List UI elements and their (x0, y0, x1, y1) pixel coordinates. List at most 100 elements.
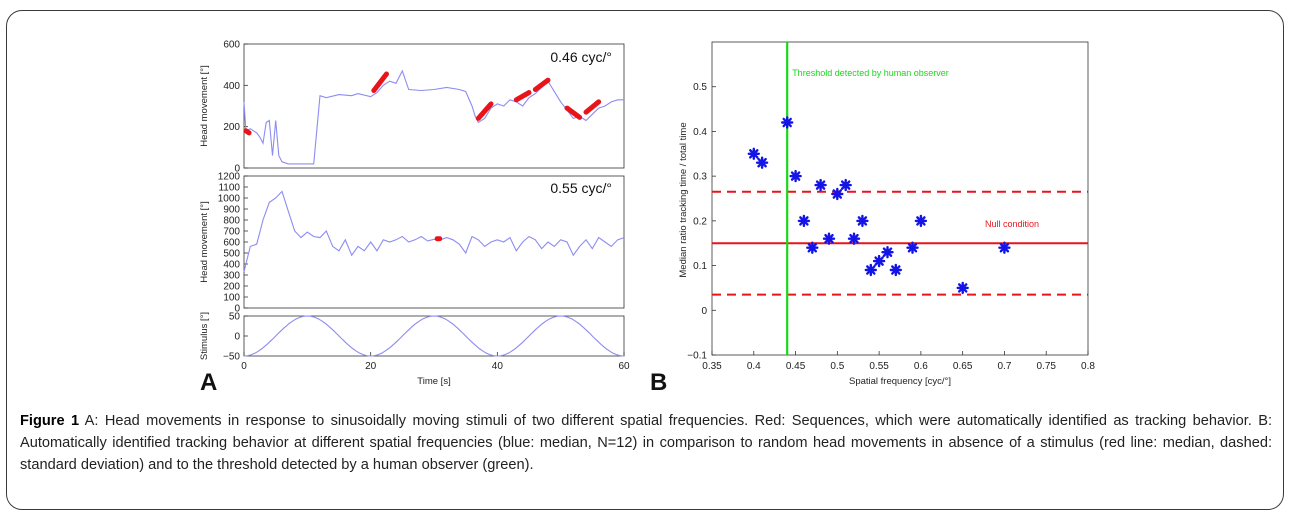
data-point (847, 232, 861, 245)
data-point (755, 156, 769, 169)
y-tick-label: 1000 (218, 194, 241, 205)
data-point-stroke (874, 256, 884, 266)
x-tick-label: 20 (365, 361, 377, 372)
y-tick-label: 800 (223, 216, 240, 227)
threshold-label: Threshold detected by human observer (792, 68, 949, 78)
tracking-segment (243, 128, 252, 136)
data-point (856, 214, 869, 228)
data-point (839, 178, 852, 192)
data-point (747, 147, 760, 161)
y-tick-label: 0.1 (693, 261, 707, 272)
data-point-stroke (891, 265, 901, 275)
x-tick-label: 60 (618, 361, 630, 372)
data-point-stroke (999, 242, 1010, 253)
data-point-stroke (882, 247, 893, 257)
panel-b-plot: Median ratio tracking time / total time … (678, 41, 1095, 387)
null-condition-label: Null condition (985, 219, 1039, 229)
b-xlabel: Spatial frequency [cyc/°] (849, 376, 951, 387)
tracking-segment (564, 105, 583, 120)
x-tick-label: 0.35 (702, 361, 722, 372)
data-point-stroke (857, 216, 868, 226)
data-point (831, 187, 844, 201)
data-point-stroke (782, 117, 792, 128)
a-top-ylabel: Head movement [°] (199, 65, 210, 146)
a-bottom-xlabel: Time [s] (417, 376, 450, 387)
data-point-stroke (907, 242, 918, 253)
head-movement-line (243, 190, 625, 272)
plot-a-middle-frame (243, 175, 625, 309)
data-point-stroke (832, 189, 843, 199)
x-tick-label: 0.75 (1036, 361, 1056, 372)
caption-text: A: Head movements in response to sinusoi… (20, 413, 1272, 473)
head-movement-line (243, 69, 624, 165)
stimulus-sine-line (243, 315, 625, 357)
tracking-segment (513, 90, 532, 103)
data-point-stroke (957, 283, 968, 293)
data-point-stroke (824, 233, 834, 244)
data-point (814, 178, 827, 192)
data-point (998, 241, 1011, 254)
frequency-label-middle: 0.55 cyc/° (550, 180, 612, 196)
data-point (822, 232, 836, 245)
y-tick-label: 0.3 (693, 172, 707, 183)
data-point-stroke (807, 242, 818, 253)
y-tick-label: 50 (229, 312, 241, 323)
data-point-stroke (757, 157, 767, 168)
data-point (781, 116, 794, 129)
y-tick-label: 400 (223, 81, 240, 92)
y-tick-label: 400 (223, 260, 240, 271)
panel-a-top-plot: 0.46 cyc/° Head movement [°] 0 200 400 600 (199, 40, 625, 175)
x-tick-label: 40 (492, 361, 504, 372)
plot-a-top-frame (243, 43, 625, 169)
x-tick-label: 0 (241, 361, 247, 372)
x-tick-label: 0.7 (997, 361, 1011, 372)
data-point (864, 263, 877, 277)
figure-caption: Figure 1 A: Head movements in response t… (20, 410, 1272, 476)
y-tick-label: 200 (223, 282, 240, 293)
data-point-stroke (916, 216, 926, 226)
y-tick-label: 900 (223, 205, 240, 216)
x-tick-label: 0.4 (747, 361, 761, 372)
tracking-segment (583, 99, 602, 115)
y-tick-label: 300 (223, 271, 240, 282)
data-point (789, 169, 802, 183)
y-tick-label: 0 (234, 332, 240, 343)
tracking-segment (475, 101, 494, 121)
x-tick-label: 0.6 (914, 361, 928, 372)
a-middle-ylabel: Head movement [°] (199, 201, 210, 282)
y-tick-label: 600 (223, 40, 240, 51)
data-point-stroke (815, 180, 826, 190)
y-tick-label: 500 (223, 249, 240, 260)
data-point (881, 245, 894, 259)
data-point (906, 241, 919, 254)
y-tick-label: 1100 (218, 183, 240, 194)
y-tick-label: 600 (223, 238, 240, 249)
frequency-label-top: 0.46 cyc/° (550, 49, 612, 65)
data-point (889, 263, 902, 277)
panel-b-letter: B (650, 369, 667, 396)
y-tick-label: 0 (234, 304, 240, 315)
y-tick-label: 1200 (218, 172, 241, 183)
panel-a-stimulus-plot: Stimulus [°] Time [s] 500−500 20 40 60 (199, 312, 630, 388)
x-tick-label: 0.5 (830, 361, 844, 372)
x-tick-label: 0.45 (786, 361, 806, 372)
y-tick-label: 0.2 (693, 216, 707, 227)
plot-b-frame (711, 41, 1089, 356)
y-tick-label: −50 (223, 352, 240, 363)
y-tick-label: 200 (223, 122, 240, 133)
data-point (872, 254, 886, 268)
y-tick-label: 100 (223, 293, 240, 304)
data-point-stroke (866, 265, 876, 275)
tracking-segment (371, 71, 389, 93)
x-tick-label: 0.55 (869, 361, 889, 372)
y-tick-label: 0.4 (693, 127, 707, 138)
y-tick-label: 0.5 (693, 82, 707, 93)
panel-a-middle-plot: 0.55 cyc/° Head movement [°] 01002003004… (199, 172, 625, 315)
y-tick-label: −0.1 (687, 351, 707, 362)
data-point-stroke (790, 171, 801, 181)
tracking-segment (532, 77, 551, 92)
caption-label: Figure 1 (20, 413, 80, 429)
plot-a-bottom-frame (243, 315, 625, 357)
panel-a-letter: A (200, 369, 217, 396)
